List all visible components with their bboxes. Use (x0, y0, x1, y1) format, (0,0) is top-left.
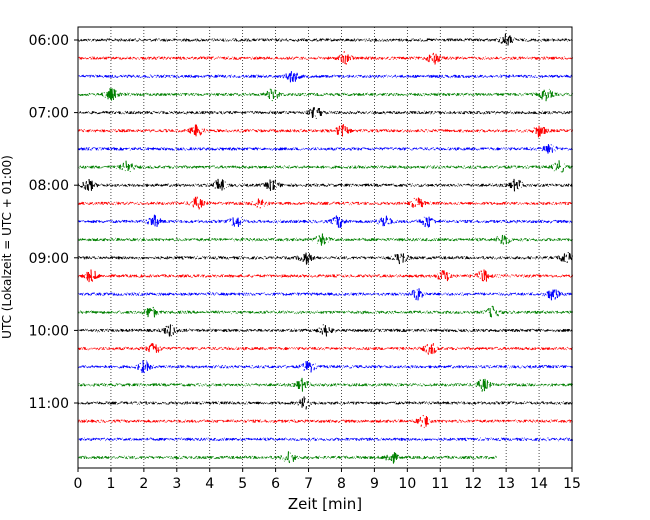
y-tick-label: 11:00 (29, 396, 69, 412)
plot-frame (77, 26, 573, 469)
x-tick-label: 3 (172, 476, 181, 492)
x-tick-label: 7 (304, 476, 313, 492)
x-tick-label: 4 (205, 476, 214, 492)
y-tick-label: 06:00 (29, 33, 69, 49)
x-axis-ticks: 0 1 2 3 4 5 6 7 8 9 10 11 12 13 14 15 (74, 468, 581, 492)
x-tick-label: 1 (106, 476, 115, 492)
x-tick-label: 12 (464, 476, 482, 492)
x-tick-label: 6 (271, 476, 280, 492)
x-tick-label: 15 (563, 476, 581, 492)
x-tick-label: 9 (370, 476, 379, 492)
x-tick-label: 14 (530, 476, 548, 492)
y-tick-label: 09:00 (29, 251, 69, 267)
y-axis-label: UTC (Lokalzeit = UTC + 01:00) (0, 155, 14, 339)
x-tick-label: 10 (398, 476, 416, 492)
x-tick-label: 2 (139, 476, 148, 492)
x-tick-label: 11 (431, 476, 449, 492)
x-tick-label: 13 (497, 476, 515, 492)
y-axis-ticks: 06:00 07:00 08:00 09:00 10:00 11:00 (29, 33, 78, 412)
y-tick-label: 07:00 (29, 106, 69, 122)
x-axis-label: Zeit [min] (288, 495, 362, 513)
y-tick-label: 08:00 (29, 178, 69, 194)
x-tick-label: 5 (238, 476, 247, 492)
x-tick-label: 0 (74, 476, 83, 492)
x-tick-label: 8 (337, 476, 346, 492)
y-tick-label: 10:00 (29, 323, 69, 339)
